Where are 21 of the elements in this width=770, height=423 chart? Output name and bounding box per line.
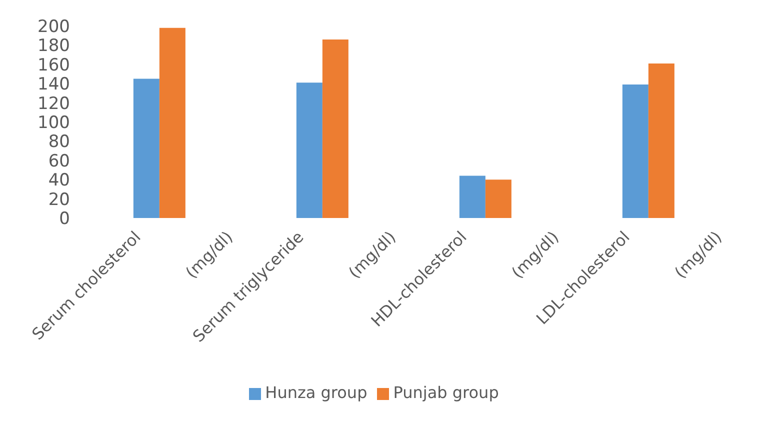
bar bbox=[648, 63, 674, 218]
bar bbox=[296, 82, 322, 218]
bar bbox=[159, 28, 186, 218]
y-tick-label: 80 bbox=[48, 132, 70, 152]
y-tick-label: 120 bbox=[38, 94, 70, 114]
y-tick-label: 40 bbox=[48, 170, 70, 191]
legend-label: Punjab group bbox=[393, 383, 499, 402]
bar bbox=[485, 180, 512, 218]
y-tick-label: 140 bbox=[38, 74, 70, 95]
y-tick-label: 200 bbox=[38, 17, 70, 38]
bar bbox=[459, 176, 486, 218]
y-tick-label: 180 bbox=[38, 36, 70, 56]
bar bbox=[133, 78, 160, 218]
y-tick-label: 20 bbox=[48, 190, 70, 210]
legend-label: Hunza group bbox=[265, 383, 368, 402]
y-tick-label: 160 bbox=[38, 55, 70, 76]
y-tick-label: 100 bbox=[38, 113, 70, 134]
bar bbox=[322, 39, 348, 218]
y-tick-label: 0 bbox=[59, 209, 70, 230]
bar bbox=[622, 84, 648, 218]
y-tick-label: 60 bbox=[48, 151, 70, 172]
